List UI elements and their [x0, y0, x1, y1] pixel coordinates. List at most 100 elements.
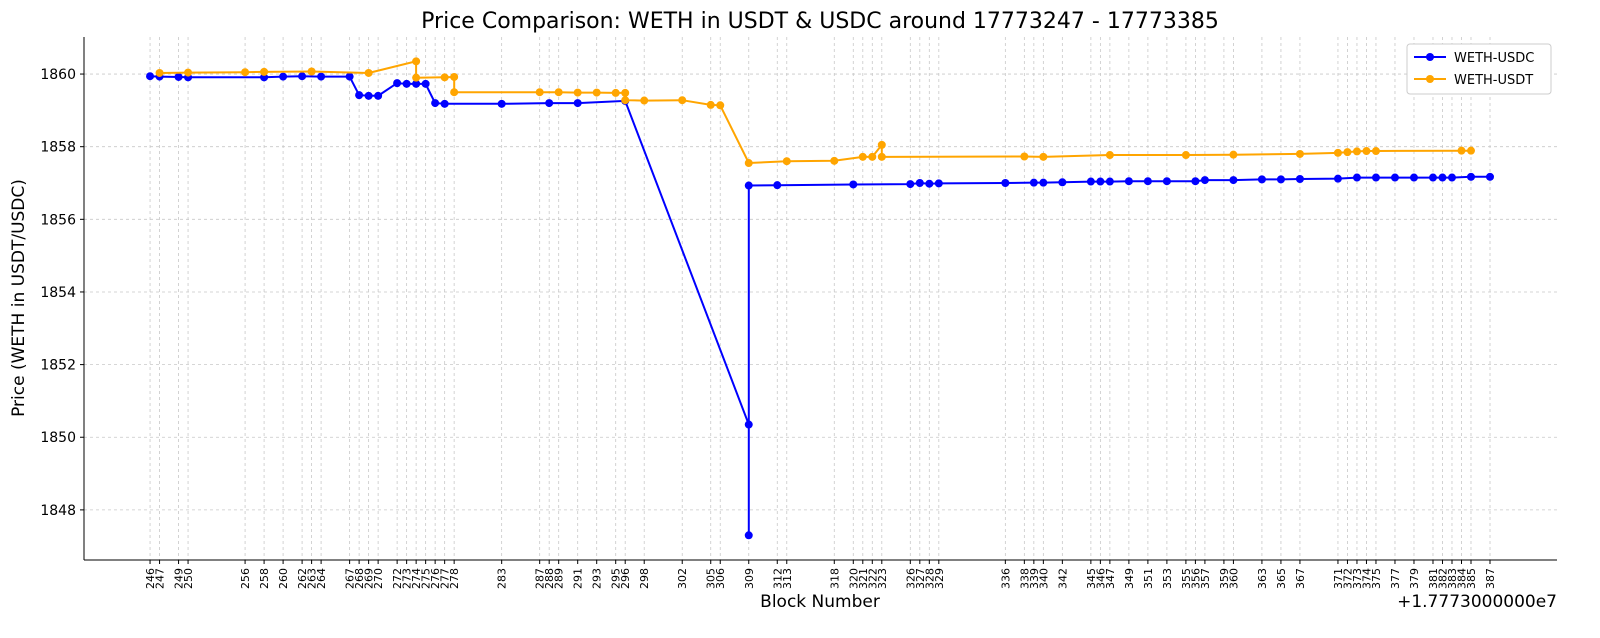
x-tick-label: 379 — [1408, 568, 1421, 589]
x-tick-label: 313 — [781, 568, 794, 589]
x-tick-label: 375 — [1370, 568, 1383, 589]
x-tick-label: 293 — [591, 568, 604, 589]
x-tick-label: 274 — [410, 568, 423, 589]
data-point-weth-usdt — [241, 68, 250, 77]
data-point-weth-usdc — [1105, 177, 1114, 186]
data-point-weth-usdc — [744, 420, 753, 429]
data-point-weth-usdt — [1039, 152, 1048, 161]
x-tick-label: 269 — [363, 568, 376, 589]
x-tick-label: 276 — [429, 568, 442, 589]
data-point-weth-usdc — [1191, 177, 1200, 186]
data-point-weth-usdc — [298, 72, 307, 81]
x-tick-label: 353 — [1161, 568, 1174, 589]
data-point-weth-usdc — [744, 531, 753, 540]
data-point-weth-usdt — [1020, 152, 1029, 161]
x-tick-label: 288 — [543, 568, 556, 589]
data-point-weth-usdt — [706, 100, 715, 109]
data-point-weth-usdc — [317, 72, 326, 81]
x-tick-label: 365 — [1275, 568, 1288, 589]
grid — [84, 37, 1557, 560]
data-point-weth-usdc — [174, 72, 183, 81]
data-point-weth-usdc — [915, 179, 924, 188]
series-layer — [146, 57, 1495, 540]
series-line-weth-usdt — [159, 60, 1471, 165]
data-point-weth-usdc — [1371, 173, 1380, 182]
x-tick-label: 273 — [401, 568, 414, 589]
data-point-weth-usdt — [535, 88, 544, 97]
data-point-weth-usdt — [1457, 146, 1466, 155]
x-tick-label: 346 — [1094, 568, 1107, 589]
y-tick-label: 1852 — [40, 358, 76, 374]
data-point-weth-usdc — [364, 91, 373, 100]
x-tick-label: 372 — [1341, 568, 1354, 589]
x-tick-label: 355 — [1180, 568, 1193, 589]
x-tick-label: 329 — [933, 568, 946, 589]
data-point-weth-usdt — [1362, 147, 1371, 156]
data-point-weth-usdc — [849, 180, 858, 189]
x-tick-label: 383 — [1446, 568, 1459, 589]
x-tick-label: 363 — [1256, 568, 1269, 589]
x-tick-label: 342 — [1056, 568, 1069, 589]
data-point-weth-usdt — [1343, 148, 1352, 157]
data-point-weth-usdt — [1229, 150, 1238, 159]
chart-title: Price Comparison: WETH in USDT & USDC ar… — [421, 9, 1219, 34]
data-point-weth-usdc — [1466, 172, 1475, 181]
data-point-weth-usdc — [355, 91, 364, 100]
data-point-weth-usdt — [554, 88, 563, 97]
data-point-weth-usdc — [1257, 175, 1266, 184]
x-tick-label: 296 — [619, 568, 632, 589]
x-tick-label: 278 — [448, 568, 461, 589]
x-tick-label: 340 — [1037, 568, 1050, 589]
data-point-weth-usdc — [1086, 177, 1095, 186]
data-point-weth-usdt — [412, 73, 421, 82]
x-tick-label: 326 — [904, 568, 917, 589]
x-tick-label: 249 — [173, 568, 186, 589]
x-tick-label: 295 — [610, 568, 623, 589]
x-tick-label: 338 — [1018, 568, 1031, 589]
data-point-weth-usdt — [621, 96, 630, 105]
data-point-weth-usdt — [450, 72, 459, 81]
data-point-weth-usdt — [573, 88, 582, 97]
data-point-weth-usdt — [450, 88, 459, 97]
legend-label-usdc: WETH-USDC — [1454, 51, 1534, 66]
legend-marker-usdc — [1426, 53, 1434, 61]
data-point-weth-usdt — [611, 88, 620, 97]
x-tick-label: 382 — [1436, 568, 1449, 589]
x-tick-label: 373 — [1351, 568, 1364, 589]
data-point-weth-usdc — [1039, 178, 1048, 187]
data-point-weth-usdc — [1276, 175, 1285, 184]
x-tick-label: 328 — [923, 568, 936, 589]
y-tick-label: 1860 — [40, 67, 76, 83]
x-offset-label: +1.7773000000e7 — [1397, 592, 1557, 612]
data-point-weth-usdc — [1447, 173, 1456, 182]
legend-marker-usdt — [1426, 75, 1434, 83]
y-tick-label: 1858 — [40, 140, 76, 156]
data-point-weth-usdt — [412, 57, 421, 66]
data-point-weth-usdt — [1371, 147, 1380, 156]
x-tick-label: 387 — [1484, 568, 1497, 589]
y-axis-label: Price (WETH in USDT/USDC) — [9, 179, 29, 417]
data-point-weth-usdt — [716, 101, 725, 110]
data-point-weth-usdt — [868, 152, 877, 161]
data-point-weth-usdc — [906, 180, 915, 189]
x-tick-label: 267 — [344, 568, 357, 589]
data-point-weth-usdc — [1295, 175, 1304, 184]
x-tick-label: 359 — [1218, 568, 1231, 589]
x-tick-label: 289 — [553, 568, 566, 589]
data-point-weth-usdc — [402, 79, 411, 88]
x-tick-label: 356 — [1189, 568, 1202, 589]
x-tick-label: 321 — [857, 568, 870, 589]
data-point-weth-usdc — [744, 181, 753, 190]
data-point-weth-usdc — [1229, 176, 1238, 185]
x-tick-label: 322 — [866, 568, 879, 589]
data-point-weth-usdt — [782, 157, 791, 166]
x-tick-label: 318 — [828, 568, 841, 589]
data-point-weth-usdc — [1058, 178, 1067, 187]
y-tick-label: 1856 — [40, 212, 76, 228]
data-point-weth-usdt — [155, 68, 164, 77]
data-point-weth-usdt — [260, 67, 269, 76]
x-tick-label: 357 — [1199, 568, 1212, 589]
y-tick-label: 1850 — [40, 430, 76, 446]
x-tick-label: 309 — [743, 568, 756, 589]
